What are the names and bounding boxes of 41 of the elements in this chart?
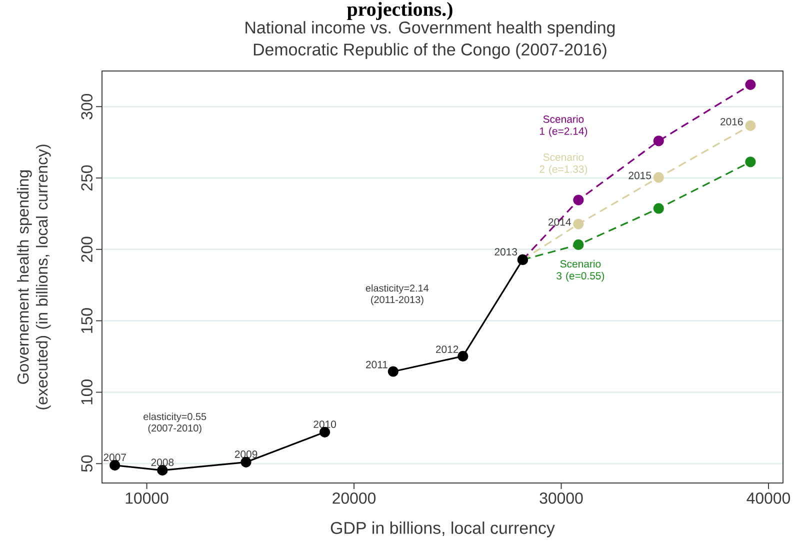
y-tick-label: 150 xyxy=(81,308,92,333)
point xyxy=(573,194,584,206)
point xyxy=(388,366,398,377)
chart-subtitle: Democratic Republic of the Congo (2007-2016) xyxy=(254,43,606,59)
x-tick-label: 10000 xyxy=(126,492,168,504)
y-tick-label: 200 xyxy=(81,236,92,262)
chart-title: National income vs. Government health spending xyxy=(246,21,615,37)
series-label: Scenario 3 (e=0.55) xyxy=(556,260,604,282)
y-tick-label: 300 xyxy=(81,94,92,120)
point xyxy=(458,350,468,362)
x-tick-label: 40000 xyxy=(746,492,790,504)
annotation: 2016 xyxy=(720,118,743,126)
point xyxy=(745,120,756,131)
y-axis-title: Governement health spending (executed) (in billions, local currency) xyxy=(17,144,51,410)
annotation: 2012 xyxy=(436,346,458,354)
y-tick-label: 50 xyxy=(81,455,92,472)
text: Scenario 1 (e=2.14) xyxy=(540,115,588,137)
point xyxy=(573,239,584,250)
x-tick-label: 20000 xyxy=(332,492,376,504)
text: Scenario 2 (e=1.33) xyxy=(540,153,588,175)
y-tick-label: 100 xyxy=(81,380,92,404)
annotation: 2013 xyxy=(494,248,518,256)
annotation: 2009 xyxy=(234,450,258,458)
point xyxy=(653,172,664,183)
annotation: 2015 xyxy=(628,172,652,180)
annotation: elasticity=2.14 (2011-2013) xyxy=(366,284,429,306)
x-axis-title: GDP in billions, local currency xyxy=(330,522,555,538)
annotation: 2010 xyxy=(314,420,336,428)
point xyxy=(653,203,664,214)
x-tick-label: 30000 xyxy=(540,492,583,504)
point xyxy=(745,79,756,90)
annotation: 2007 xyxy=(104,454,126,462)
annotation: 2011 xyxy=(366,360,388,368)
annotation: 2014 xyxy=(548,218,571,226)
y-tick-label: 250 xyxy=(81,165,92,191)
point xyxy=(573,218,584,230)
annotation: elasticity=0.55 (2007-2010) xyxy=(144,412,206,434)
point xyxy=(653,136,664,146)
point xyxy=(745,156,756,168)
annotation: 2008 xyxy=(151,458,174,466)
text: projections.) xyxy=(347,2,452,20)
